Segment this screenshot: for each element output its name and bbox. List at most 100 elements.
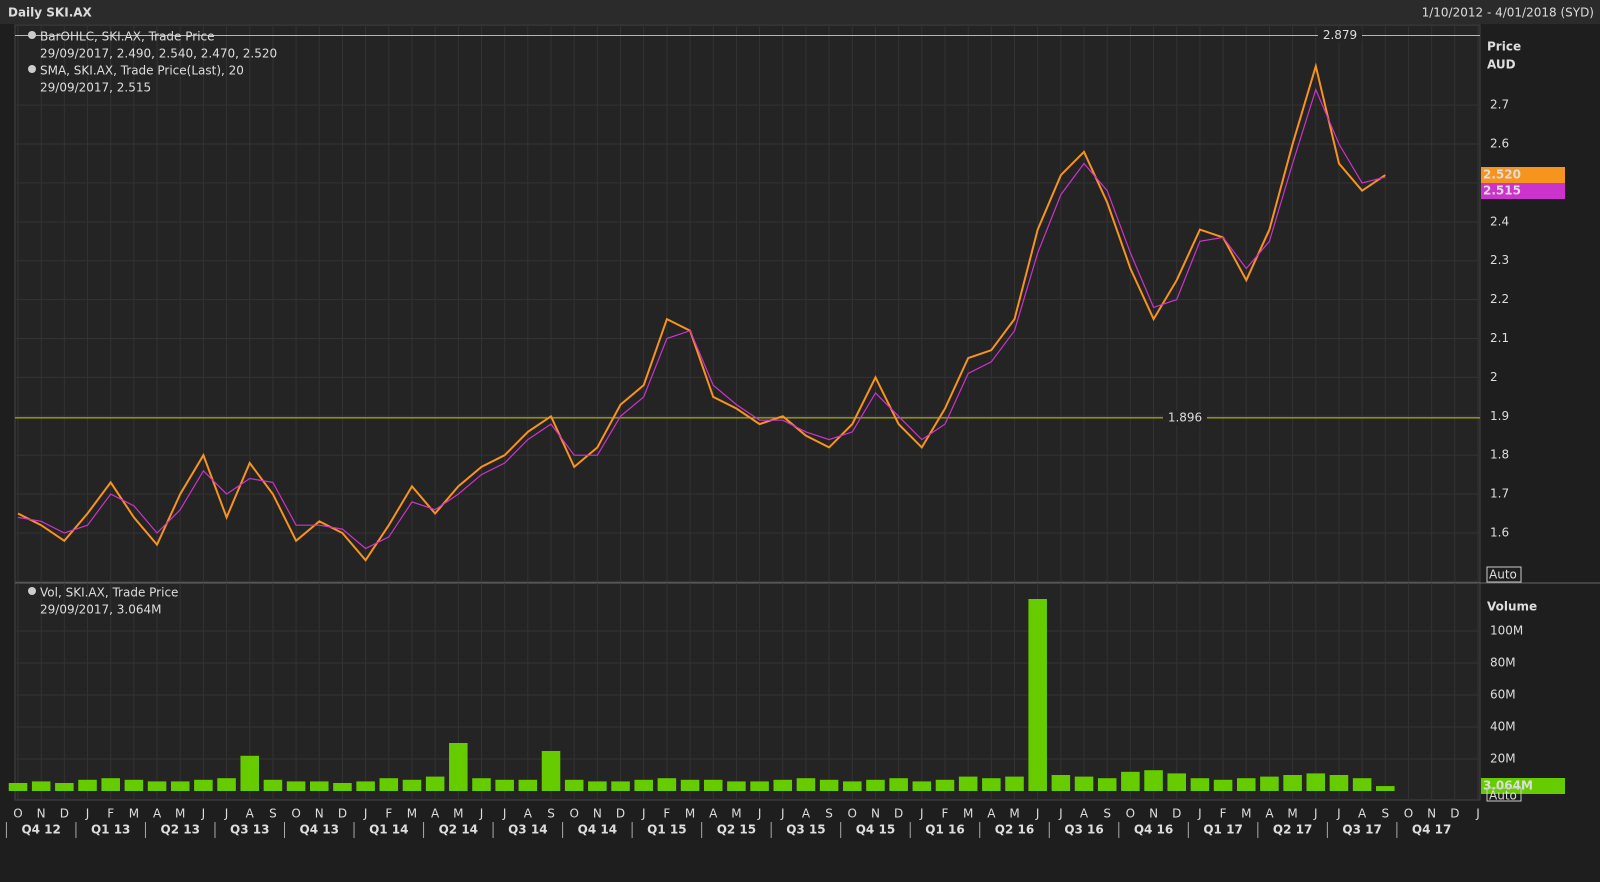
quarter-label: Q4 12 [21, 823, 60, 837]
quarter-label: Q1 14 [369, 823, 408, 837]
auto-label: Auto [1489, 789, 1517, 803]
y-tick-label: 2.4 [1490, 214, 1509, 228]
volume-bar [912, 781, 932, 791]
volume-bar [1005, 776, 1024, 791]
auto-label: Auto [1489, 568, 1517, 582]
x-tick-label: D [616, 807, 625, 821]
quarter-label: Q3 15 [786, 823, 825, 837]
header-title: Daily SKI.AX [8, 6, 93, 20]
x-tick-label: S [1103, 807, 1111, 821]
y-tick-label: 80M [1490, 656, 1516, 670]
volume-bar [889, 778, 908, 791]
header-range: 1/10/2012 - 4/01/2018 (SYD) [1422, 6, 1594, 20]
reference-label-bg [1318, 28, 1362, 43]
volume-bar [1329, 775, 1349, 791]
volume-bar [194, 779, 213, 791]
x-tick-label: F [663, 807, 670, 821]
volume-bar [1376, 786, 1395, 791]
x-tick-label: D [1450, 807, 1459, 821]
volume-bar [78, 779, 97, 791]
volume-bar [1236, 778, 1256, 791]
y-tick-label: 100M [1490, 624, 1523, 638]
volume-bar [379, 778, 399, 791]
auto-box [1486, 787, 1522, 802]
x-tick-label: J [1058, 807, 1063, 821]
x-tick-label: A [1080, 807, 1089, 821]
x-tick-label: M [685, 807, 695, 821]
quarter-label: Q4 17 [1412, 823, 1451, 837]
quarter-label: Q2 17 [1273, 823, 1312, 837]
volume-bar [773, 779, 793, 791]
volume-bar [1213, 779, 1233, 791]
y-tick-label: 2.7 [1490, 98, 1509, 112]
x-tick-label: J [1336, 807, 1341, 821]
x-tick-label: S [269, 807, 277, 821]
x-tick-label: D [60, 807, 69, 821]
quarter-label: Q1 16 [925, 823, 964, 837]
x-tick-label: M [453, 807, 463, 821]
x-tick-label: M [407, 807, 417, 821]
volume-bar [1306, 773, 1326, 791]
x-tick-label: J [641, 807, 646, 821]
quarter-label: Q4 15 [856, 823, 895, 837]
x-tick-label: J [1197, 807, 1202, 821]
x-tick-label: J [1475, 807, 1480, 821]
volume-bar [170, 781, 190, 791]
legend-detail: 29/09/2017, 3.064M [40, 603, 162, 617]
x-tick-label: O [1404, 807, 1413, 821]
quarter-label: Q4 16 [1134, 823, 1173, 837]
x-tick-label: D [894, 807, 903, 821]
x-tick-label: N [593, 807, 602, 821]
x-tick-label: J [224, 807, 229, 821]
legend-icon [28, 31, 36, 39]
volume-bar [819, 779, 839, 791]
x-tick-label: S [1381, 807, 1389, 821]
volume-bar [101, 778, 120, 791]
x-tick-label: M [175, 807, 185, 821]
x-tick-label: M [129, 807, 139, 821]
y-tick-label: 2.1 [1490, 331, 1509, 345]
volume-bar [1283, 775, 1302, 791]
volume-bar [843, 781, 862, 791]
reference-label: 1.896 [1168, 410, 1202, 424]
price-line [17, 62, 1386, 562]
volume-bar [240, 755, 260, 791]
price-panel [14, 24, 1481, 583]
volume-bar [402, 779, 422, 791]
volume-bar [1074, 776, 1094, 791]
x-tick-label: N [315, 807, 324, 821]
x-tick-label: O [1126, 807, 1135, 821]
volume-bar [1028, 599, 1047, 791]
volume-bar [1167, 773, 1186, 791]
volume-bar [564, 779, 584, 791]
y-tick-label: 1.6 [1490, 525, 1509, 539]
x-tick-label: J [479, 807, 484, 821]
volume-bar [147, 781, 167, 791]
last-value-label: 3.064M [1483, 779, 1533, 793]
x-tick-label: M [1287, 807, 1297, 821]
legend-icon [28, 587, 36, 595]
volume-bar [727, 781, 746, 791]
x-tick-label: A [524, 807, 533, 821]
x-tick-label: N [1149, 807, 1158, 821]
x-tick-label: M [1009, 807, 1019, 821]
volume-bar [657, 778, 677, 791]
x-tick-label: J [201, 807, 206, 821]
y-tick-label: 60M [1490, 688, 1516, 702]
volume-bar [680, 779, 700, 791]
quarter-label: Q1 17 [1203, 823, 1242, 837]
x-tick-label: D [338, 807, 347, 821]
x-tick-label: A [246, 807, 255, 821]
x-tick-label: J [1313, 807, 1318, 821]
x-tick-label: A [709, 807, 718, 821]
volume-bar [611, 781, 630, 791]
x-tick-label: J [757, 807, 762, 821]
quarter-label: Q2 16 [995, 823, 1034, 837]
volume-bar [31, 781, 51, 791]
quarter-label: Q3 13 [230, 823, 269, 837]
volume-bar [472, 778, 491, 791]
volume-bar [796, 778, 816, 791]
y-axis-unit: AUD [1487, 58, 1516, 72]
x-tick-label: A [153, 807, 162, 821]
x-tick-label: O [569, 807, 578, 821]
